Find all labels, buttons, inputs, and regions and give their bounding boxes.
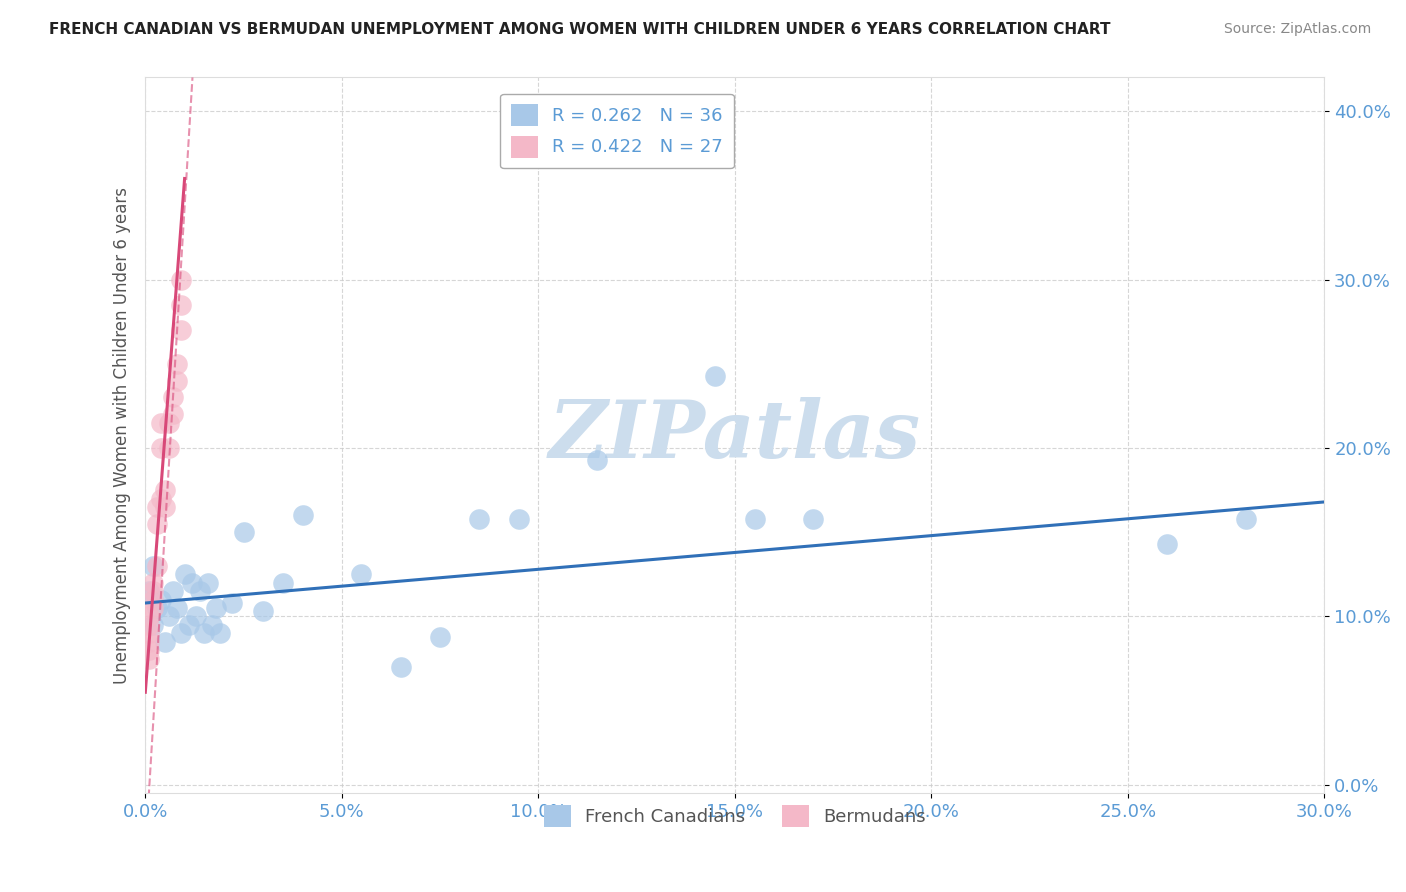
Point — [138, 584, 160, 599]
Point — [186, 609, 208, 624]
Point — [146, 601, 169, 615]
Point — [142, 592, 165, 607]
Point — [142, 618, 165, 632]
Point — [138, 609, 160, 624]
Point — [177, 618, 200, 632]
Point — [138, 643, 160, 657]
Point — [138, 626, 160, 640]
Point — [205, 601, 228, 615]
Point — [166, 357, 188, 371]
Point — [162, 408, 184, 422]
Point — [188, 584, 211, 599]
Y-axis label: Unemployment Among Women with Children Under 6 years: Unemployment Among Women with Children U… — [114, 187, 131, 684]
Point — [704, 368, 727, 383]
Point — [586, 452, 609, 467]
Point — [138, 618, 160, 632]
Point — [150, 592, 173, 607]
Text: Source: ZipAtlas.com: Source: ZipAtlas.com — [1223, 22, 1371, 37]
Text: FRENCH CANADIAN VS BERMUDAN UNEMPLOYMENT AMONG WOMEN WITH CHILDREN UNDER 6 YEARS: FRENCH CANADIAN VS BERMUDAN UNEMPLOYMENT… — [49, 22, 1111, 37]
Point — [142, 558, 165, 573]
Point — [508, 512, 530, 526]
Point — [146, 558, 169, 573]
Point — [146, 516, 169, 531]
Point — [197, 575, 219, 590]
Legend: French Canadians, Bermudans: French Canadians, Bermudans — [537, 798, 934, 834]
Point — [138, 634, 160, 648]
Point — [221, 596, 243, 610]
Point — [142, 601, 165, 615]
Point — [162, 584, 184, 599]
Point — [1156, 537, 1178, 551]
Point — [162, 391, 184, 405]
Text: ZIPatlas: ZIPatlas — [548, 397, 921, 475]
Point — [166, 601, 188, 615]
Point — [429, 630, 451, 644]
Point — [173, 567, 195, 582]
Point — [389, 660, 412, 674]
Point — [170, 626, 193, 640]
Point — [350, 567, 373, 582]
Point — [170, 298, 193, 312]
Point — [271, 575, 294, 590]
Point — [157, 441, 180, 455]
Point — [468, 512, 491, 526]
Point — [153, 483, 176, 497]
Point — [142, 584, 165, 599]
Point — [744, 512, 766, 526]
Point — [208, 626, 231, 640]
Point — [150, 441, 173, 455]
Point — [232, 525, 254, 540]
Point — [153, 634, 176, 648]
Point — [181, 575, 204, 590]
Point — [150, 491, 173, 506]
Point — [142, 575, 165, 590]
Point — [138, 651, 160, 665]
Point — [146, 500, 169, 514]
Point — [193, 626, 215, 640]
Point — [1234, 512, 1257, 526]
Point — [291, 508, 314, 523]
Point — [166, 374, 188, 388]
Point — [157, 609, 180, 624]
Point — [170, 323, 193, 337]
Point — [153, 500, 176, 514]
Point — [170, 272, 193, 286]
Point — [157, 416, 180, 430]
Point — [150, 416, 173, 430]
Point — [803, 512, 825, 526]
Point — [201, 618, 224, 632]
Point — [252, 604, 274, 618]
